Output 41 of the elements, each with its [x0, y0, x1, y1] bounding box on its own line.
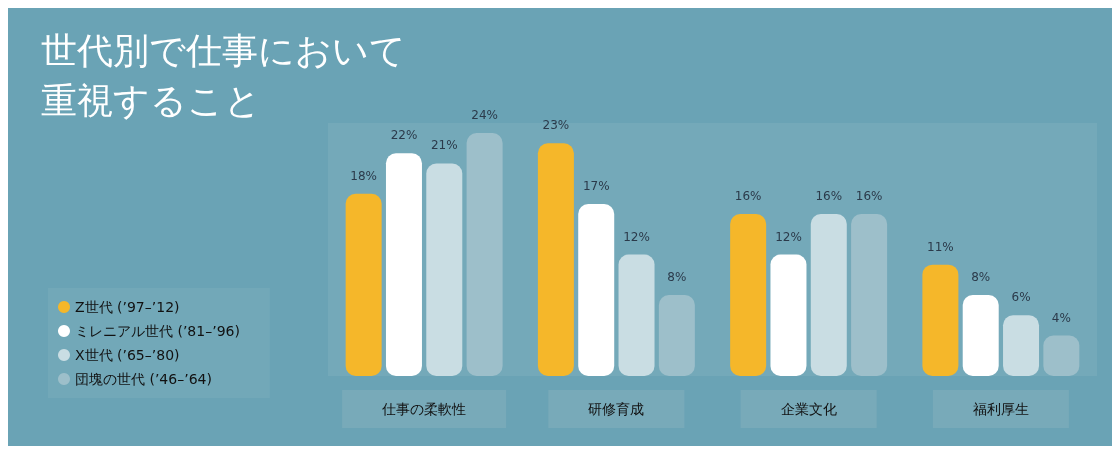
bar [1003, 315, 1040, 376]
data-label: 8% [971, 270, 991, 285]
bar [730, 214, 767, 376]
bar [770, 254, 807, 376]
bar [537, 143, 574, 376]
data-label: 23% [542, 118, 570, 133]
x-tick-label: 仕事の柔軟性 [381, 401, 467, 417]
bar [810, 214, 847, 376]
data-label: 24% [471, 108, 498, 123]
x-tick-label: 企業文化 [780, 401, 837, 417]
bar [345, 193, 382, 376]
bar [618, 254, 655, 376]
bar [426, 163, 463, 376]
bar [922, 264, 959, 376]
legend-label: Z世代 (’97–’12) [75, 299, 180, 315]
data-label: 22% [390, 128, 418, 143]
data-label: 8% [667, 270, 687, 285]
legend-label: ミレニアル世代 (’81–’96) [75, 323, 240, 339]
data-label: 11% [927, 239, 954, 254]
data-label: 17% [582, 178, 610, 193]
x-tick-label: 研修育成 [588, 401, 645, 417]
data-label: 6% [1011, 290, 1031, 305]
data-label: 12% [623, 229, 650, 244]
legend-label: X世代 (’65–’80) [75, 347, 180, 363]
bar [385, 153, 422, 376]
bar [962, 295, 999, 376]
data-label: 18% [350, 168, 377, 183]
data-label: 16% [734, 189, 762, 204]
legend-label: 団塊の世代 (’46–’64) [75, 371, 212, 387]
data-label: 16% [815, 189, 843, 204]
bar [658, 295, 695, 376]
bar [466, 133, 503, 376]
data-label: 21% [430, 138, 458, 153]
x-tick-label: 福利厚生 [972, 401, 1029, 417]
chart-title: 世代別で仕事において重視すること [41, 29, 406, 121]
bar [578, 203, 615, 376]
data-label: 4% [1051, 310, 1071, 325]
data-label: 16% [855, 189, 883, 204]
bar [1043, 335, 1080, 376]
bar [851, 214, 888, 376]
data-label: 12% [775, 229, 802, 244]
